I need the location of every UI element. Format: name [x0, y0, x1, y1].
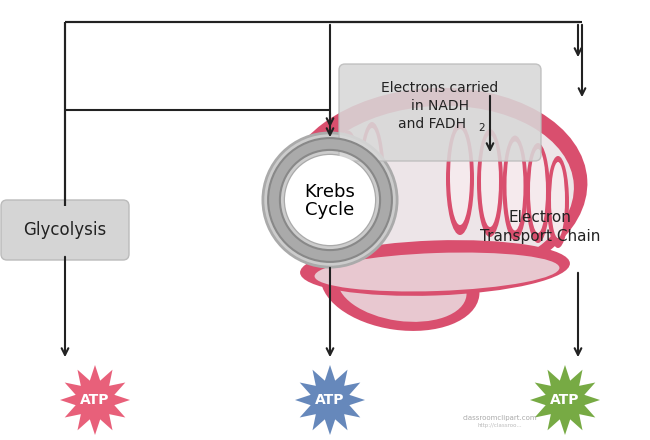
Ellipse shape [526, 143, 550, 243]
Text: Glycolysis: Glycolysis [23, 221, 107, 239]
Ellipse shape [502, 136, 528, 241]
Text: and FADH: and FADH [398, 117, 466, 131]
Ellipse shape [334, 131, 362, 246]
Text: in NADH: in NADH [411, 99, 469, 113]
Text: Electrons carried: Electrons carried [382, 81, 499, 95]
Ellipse shape [481, 135, 499, 227]
FancyBboxPatch shape [1, 200, 129, 260]
Ellipse shape [300, 240, 570, 296]
Polygon shape [295, 365, 365, 435]
FancyBboxPatch shape [339, 64, 541, 161]
Ellipse shape [320, 239, 480, 331]
Ellipse shape [363, 128, 381, 230]
Text: classroomclipart.com: classroomclipart.com [463, 415, 538, 421]
Text: ATP: ATP [80, 393, 110, 407]
Text: Electron: Electron [508, 210, 571, 225]
Ellipse shape [530, 149, 546, 233]
Ellipse shape [551, 162, 565, 238]
Text: http://classroo...: http://classroo... [478, 422, 523, 428]
Ellipse shape [337, 252, 467, 322]
Circle shape [285, 155, 375, 245]
Text: ATP: ATP [315, 393, 344, 407]
Circle shape [264, 134, 396, 266]
Text: Transport Chain: Transport Chain [480, 228, 600, 243]
Polygon shape [60, 365, 130, 435]
Text: Cycle: Cycle [306, 201, 355, 219]
Text: ATP: ATP [551, 393, 580, 407]
Ellipse shape [506, 142, 523, 231]
Text: Krebs: Krebs [305, 183, 356, 201]
Text: 2: 2 [478, 123, 486, 133]
Ellipse shape [303, 130, 333, 250]
Ellipse shape [547, 156, 569, 248]
Ellipse shape [477, 129, 503, 237]
Ellipse shape [450, 129, 470, 225]
Circle shape [284, 154, 376, 246]
Ellipse shape [302, 106, 574, 278]
Ellipse shape [446, 123, 474, 235]
Ellipse shape [359, 122, 385, 240]
Ellipse shape [283, 88, 588, 288]
Ellipse shape [338, 136, 358, 235]
Ellipse shape [315, 253, 560, 291]
Ellipse shape [307, 136, 329, 240]
Polygon shape [530, 365, 600, 435]
